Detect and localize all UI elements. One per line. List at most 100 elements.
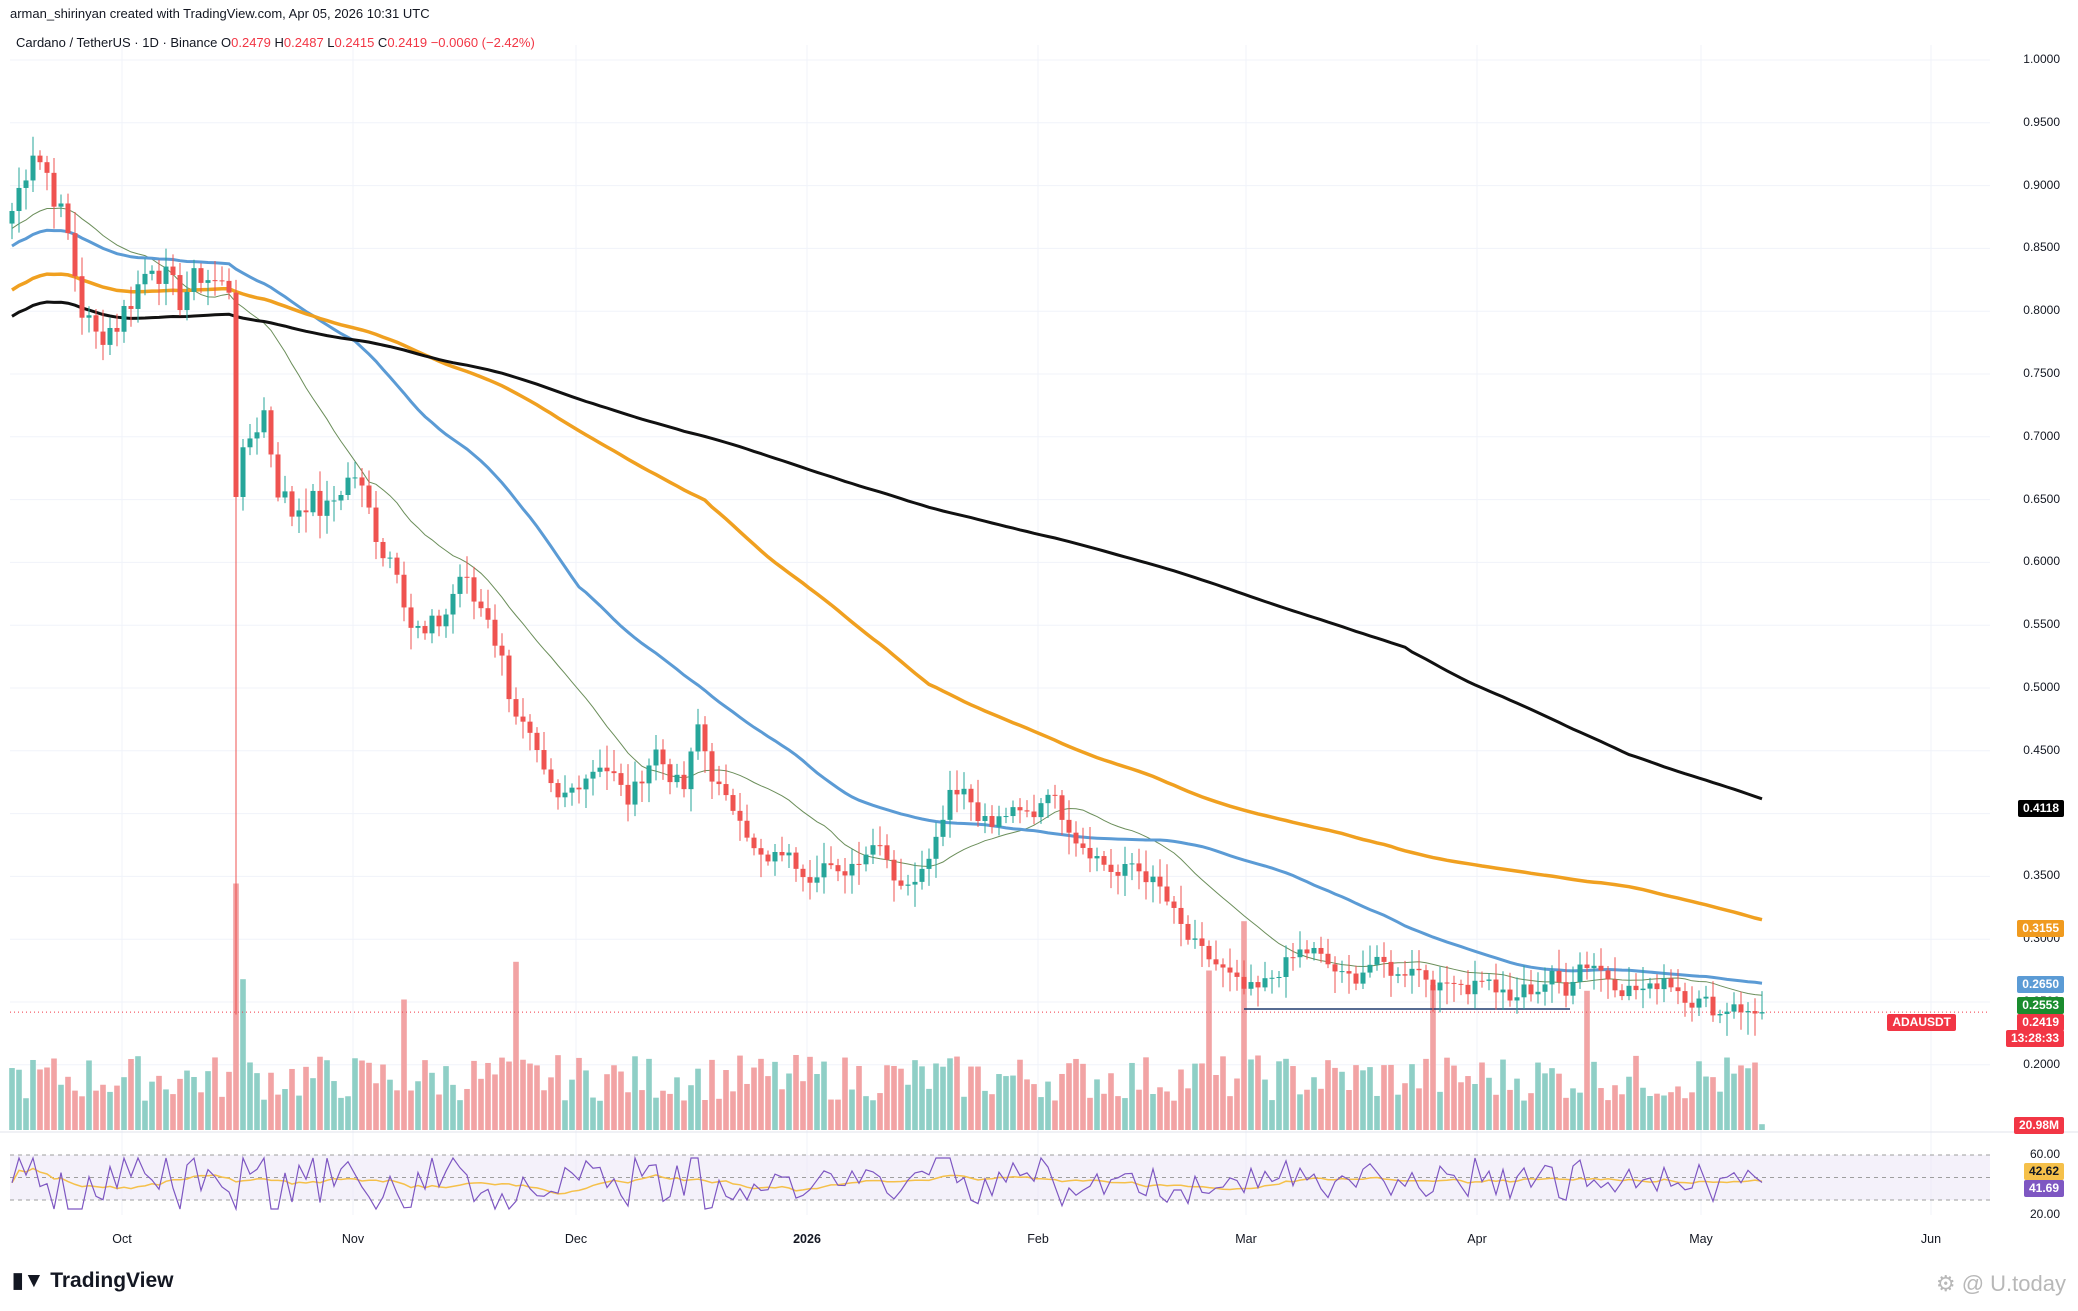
volume-bar	[1262, 1079, 1268, 1130]
volume-bar	[170, 1094, 176, 1130]
candle-body	[681, 774, 687, 790]
volume-bar	[604, 1074, 610, 1130]
volume-bar	[632, 1056, 638, 1130]
candle-body	[282, 491, 288, 498]
volume-bar	[1570, 1088, 1576, 1130]
volume-bar	[912, 1060, 918, 1130]
candle-body	[1654, 983, 1660, 990]
volume-bar	[1731, 1073, 1737, 1130]
candle-body	[702, 724, 708, 752]
candle-body	[23, 180, 29, 188]
candlesticks[interactable]	[9, 136, 1765, 1036]
candle-body	[1493, 979, 1499, 993]
candle-body	[1514, 997, 1520, 1001]
volume-bar	[1213, 1074, 1219, 1130]
candle-body	[828, 863, 834, 866]
volume-bar	[296, 1095, 302, 1130]
volume-bar	[744, 1083, 750, 1130]
candle-body	[1080, 843, 1086, 848]
support-line[interactable]	[10, 1008, 1990, 1013]
volume-bar	[975, 1066, 981, 1130]
price-tick: 0.7000	[2023, 428, 2060, 443]
volume-bar	[1129, 1062, 1135, 1130]
candle-body	[79, 276, 85, 318]
candle-body	[590, 771, 596, 779]
volume-bar	[436, 1094, 442, 1130]
candle-body	[289, 491, 295, 517]
candle-body	[408, 607, 414, 628]
candle-body	[1220, 964, 1226, 968]
candle-body	[863, 854, 869, 865]
volume-bar	[303, 1066, 309, 1130]
volume-bar	[282, 1089, 288, 1130]
volume-bar	[1325, 1060, 1331, 1130]
volume-bar	[807, 1056, 813, 1130]
candle-body	[65, 203, 71, 234]
candle-body	[142, 273, 148, 285]
volume-bar	[1136, 1089, 1142, 1130]
volume-bar	[1626, 1076, 1632, 1130]
volume-bar	[44, 1067, 50, 1130]
candle-body	[1395, 974, 1401, 976]
volume-bar	[1703, 1076, 1709, 1130]
tradingview-logo[interactable]: ▮▼ TradingView	[12, 1268, 174, 1293]
low-value: 0.2415	[334, 35, 375, 50]
rsi-tick: 20.00	[2029, 1207, 2060, 1221]
price-tick: 0.5000	[2023, 680, 2060, 694]
volume-bar	[765, 1076, 771, 1130]
volume-bar	[93, 1090, 99, 1130]
candle-body	[520, 716, 526, 722]
candle-body	[324, 500, 330, 516]
candle-body	[597, 767, 603, 772]
candle-body	[716, 781, 722, 785]
candle-body	[121, 306, 127, 332]
volume-bar	[989, 1094, 995, 1130]
candle-body	[1584, 964, 1590, 969]
volume-bar	[254, 1073, 260, 1130]
volume-bar	[1381, 1065, 1387, 1130]
candle-body	[107, 327, 113, 345]
candle-body	[429, 615, 435, 634]
candle-body	[93, 315, 99, 332]
candle-body	[933, 836, 939, 859]
candle-body	[737, 810, 743, 821]
candle-body	[1416, 968, 1422, 971]
candle-body	[1332, 964, 1338, 972]
ma20-line	[11, 207, 1763, 996]
candle-body	[254, 432, 260, 439]
volume-bar	[1661, 1095, 1667, 1130]
volume-bar	[933, 1063, 939, 1130]
candle-body	[1269, 977, 1275, 979]
volume-bar	[919, 1066, 925, 1130]
volume-bar	[1675, 1086, 1681, 1130]
candle-body	[625, 784, 631, 805]
candle-body	[1668, 978, 1674, 988]
price-tick: 0.6500	[2023, 491, 2060, 506]
volume-bar	[1402, 1083, 1408, 1130]
volume-bar	[905, 1084, 911, 1130]
candle-body	[296, 510, 302, 517]
volume-bar	[1633, 1055, 1639, 1130]
candle-body	[58, 203, 64, 207]
volume-bar	[450, 1084, 456, 1130]
volume-bar	[261, 1099, 267, 1130]
candle-body	[527, 721, 533, 733]
candle-body	[184, 291, 190, 311]
volume-bar	[1045, 1081, 1051, 1130]
candle-body	[1486, 979, 1492, 981]
candle-body	[1605, 970, 1611, 980]
volume-bar	[1591, 1061, 1597, 1130]
ma200-line	[11, 300, 1763, 801]
volume-bar	[429, 1072, 435, 1130]
volume-bar	[1318, 1088, 1324, 1130]
candle-body	[1675, 987, 1681, 992]
candle-body	[926, 858, 932, 869]
candle-body	[1150, 876, 1156, 883]
candle-body	[730, 795, 736, 811]
candle-body	[1213, 959, 1219, 965]
rsi-badge: 42.62	[2023, 1163, 2064, 1180]
candle-body	[583, 778, 589, 790]
volume-bar	[891, 1065, 897, 1130]
candle-body	[1612, 979, 1618, 991]
